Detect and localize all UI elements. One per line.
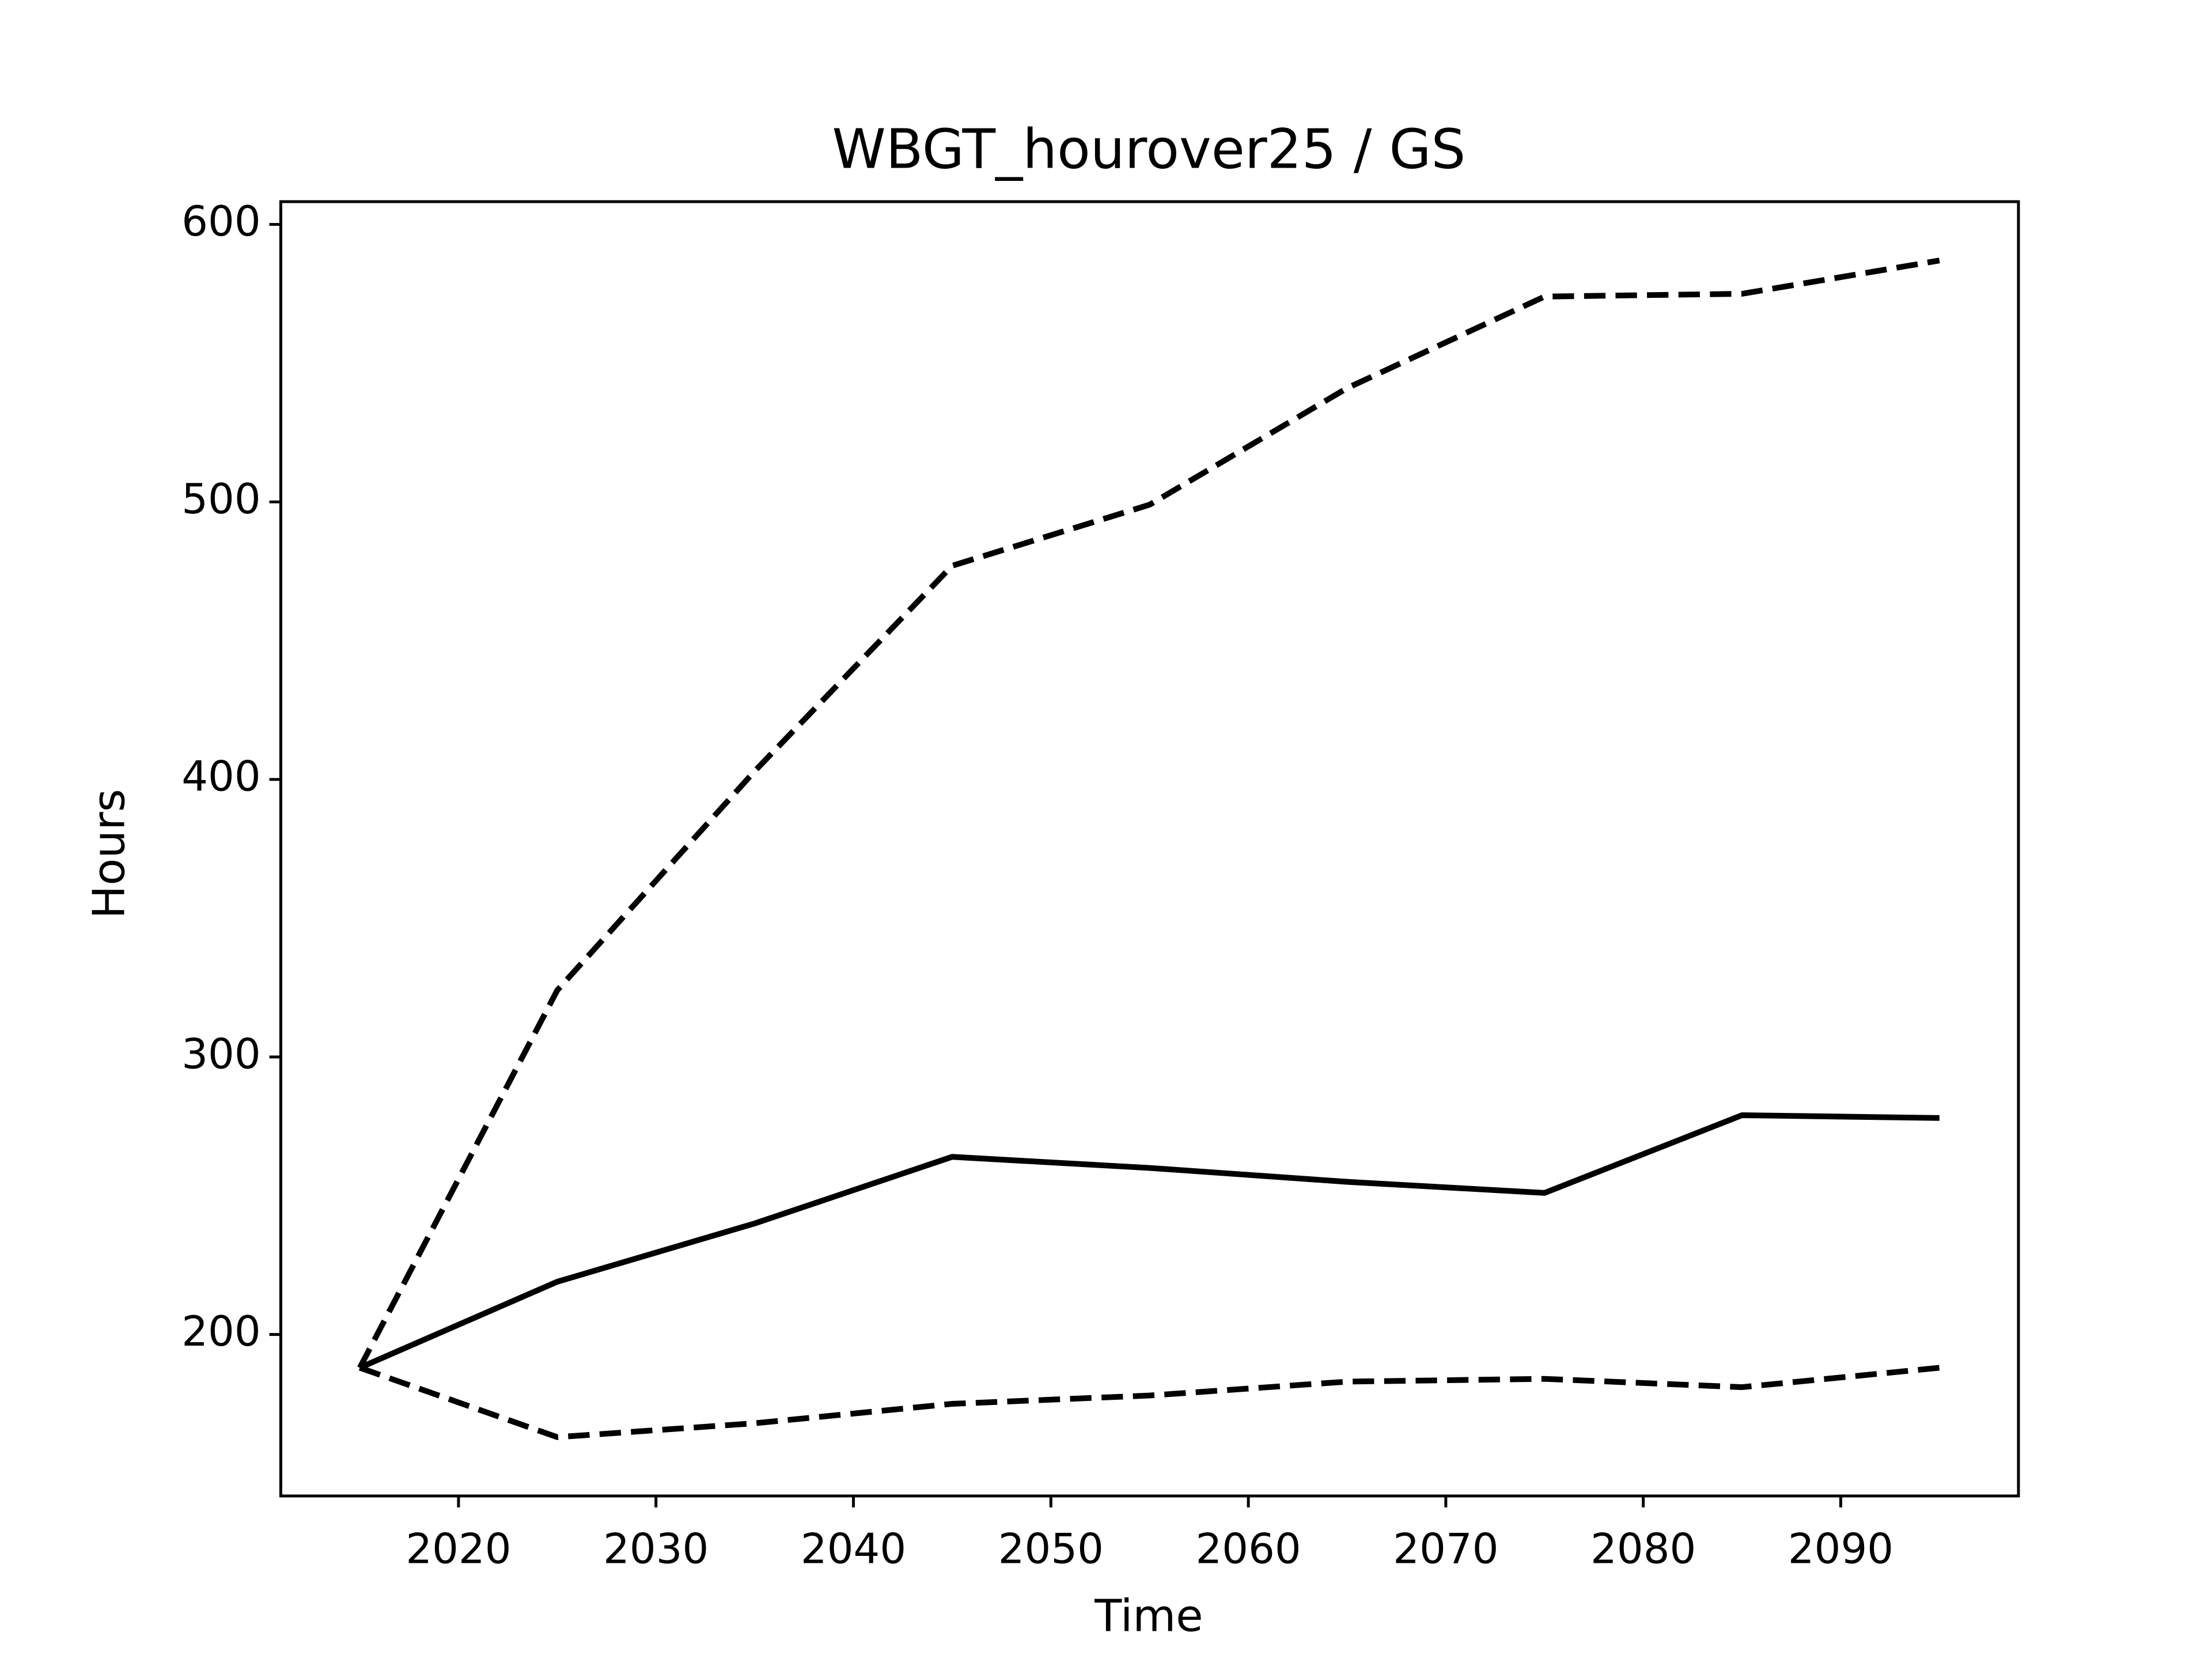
x-tick-label: 2050 [998,1524,1104,1573]
y-tick-label: 300 [181,1029,260,1078]
x-tick-label: 2030 [603,1524,709,1573]
y-tick-label: 200 [181,1307,260,1355]
x-tick-label: 2080 [1590,1524,1696,1573]
data-line [357,257,1940,1369]
y-tick-label: 500 [181,475,260,523]
y-axis-label: Hours [84,789,135,918]
data-line [358,1365,1940,1440]
y-tick-label: 600 [181,197,260,245]
x-axis-label: Time [1094,1590,1203,1642]
x-tick-label: 2090 [1788,1524,1893,1573]
x-tick-label: 2060 [1196,1524,1301,1573]
y-tick-label: 400 [181,752,260,801]
x-tick-label: 2020 [406,1524,511,1573]
chart-title: WBGT_hourover25 / GS [832,118,1466,181]
data-line [358,1112,1940,1370]
x-tick-label: 2040 [801,1524,906,1573]
x-tick-label: 2070 [1393,1524,1498,1573]
plot-frame [279,200,2020,1498]
